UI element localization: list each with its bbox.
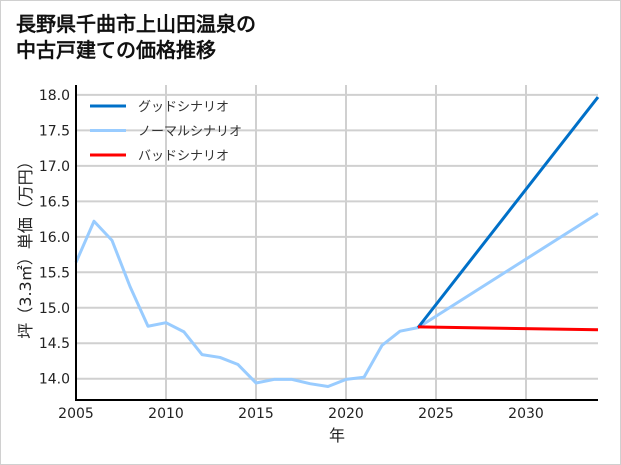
- title-line-2: 中古戸建ての価格推移: [16, 38, 216, 62]
- title-line-1: 長野県千曲市上山田温泉の: [16, 12, 256, 36]
- series-line-2: [417, 325, 599, 332]
- legend-label: ノーマルシナリオ: [138, 125, 242, 140]
- x-tick-label: 2025: [418, 406, 454, 422]
- y-tick-label: 17.0: [39, 159, 70, 175]
- legend-label: グッドシナリオ: [138, 100, 229, 115]
- y-tick-label: 16.0: [39, 230, 70, 246]
- x-tick-label: 2010: [148, 406, 184, 422]
- x-tick-label: 2020: [328, 406, 364, 422]
- y-axis-label: 坪（3.3㎡）単価（万円）: [16, 153, 35, 338]
- y-tick-label: 17.5: [39, 123, 70, 139]
- series-line-1: [74, 212, 599, 389]
- legend-label: バッドシナリオ: [138, 149, 229, 164]
- y-tick-label: 15.0: [39, 301, 70, 317]
- y-tick-label: 14.5: [39, 336, 70, 352]
- x-tick-label: 2030: [508, 406, 544, 422]
- y-tick-label: 16.5: [39, 194, 70, 210]
- y-tick-label: 14.0: [39, 372, 70, 388]
- y-tick-label: 15.5: [39, 265, 70, 281]
- x-tick-label: 2015: [238, 406, 274, 422]
- series-line-0: [416, 96, 600, 329]
- chart-title: 長野県千曲市上山田温泉の 中古戸建ての価格推移: [16, 11, 256, 63]
- x-axis-label: 年: [329, 426, 345, 445]
- y-tick-label: 18.0: [39, 88, 70, 104]
- x-tick-label: 2005: [58, 406, 94, 422]
